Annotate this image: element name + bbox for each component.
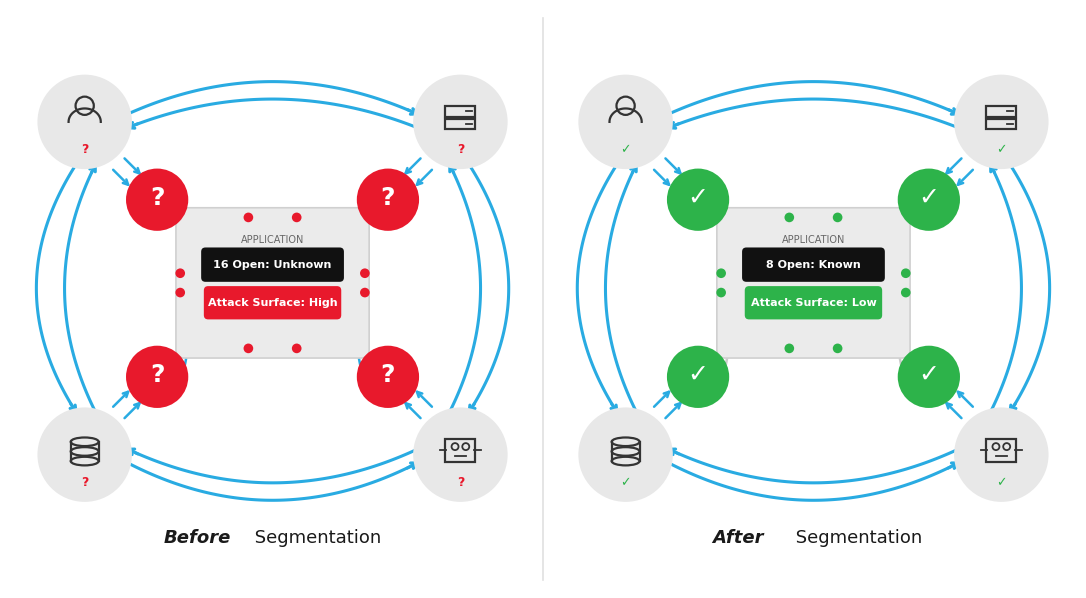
Text: ✓: ✓ — [996, 144, 1007, 156]
Circle shape — [413, 75, 507, 169]
Circle shape — [955, 75, 1049, 169]
Text: ?: ? — [457, 144, 464, 156]
FancyBboxPatch shape — [176, 208, 369, 358]
Circle shape — [901, 288, 910, 297]
Text: ✓: ✓ — [919, 185, 939, 209]
Bar — [445, 118, 476, 129]
Bar — [445, 106, 476, 117]
Circle shape — [357, 346, 419, 408]
Circle shape — [126, 346, 188, 408]
Text: Attack Surface: High: Attack Surface: High — [207, 298, 338, 308]
Text: Attack Surface: Low: Attack Surface: Low — [750, 298, 876, 308]
Circle shape — [413, 407, 507, 502]
Text: ✓: ✓ — [919, 362, 939, 387]
Circle shape — [833, 343, 843, 353]
Circle shape — [901, 269, 910, 278]
FancyBboxPatch shape — [745, 286, 882, 319]
Circle shape — [126, 169, 188, 231]
Circle shape — [292, 212, 302, 222]
Text: ?: ? — [81, 476, 88, 489]
Text: Before: Before — [164, 529, 231, 547]
Text: APPLICATION: APPLICATION — [782, 235, 845, 245]
Circle shape — [784, 212, 794, 222]
Circle shape — [784, 343, 794, 353]
Text: ?: ? — [381, 185, 395, 209]
Text: ✓: ✓ — [687, 362, 708, 387]
Circle shape — [579, 75, 673, 169]
Circle shape — [176, 269, 185, 278]
FancyBboxPatch shape — [717, 208, 910, 358]
Text: Segmentation: Segmentation — [791, 529, 922, 547]
Bar — [986, 106, 1016, 117]
Circle shape — [361, 288, 369, 297]
Text: ✓: ✓ — [620, 144, 631, 156]
Circle shape — [667, 346, 729, 408]
Circle shape — [176, 288, 185, 297]
FancyBboxPatch shape — [201, 248, 344, 282]
Text: ✓: ✓ — [620, 476, 631, 489]
Text: ?: ? — [457, 476, 464, 489]
Circle shape — [292, 343, 302, 353]
Circle shape — [717, 288, 725, 297]
Text: ?: ? — [150, 185, 164, 209]
Circle shape — [357, 169, 419, 231]
Circle shape — [37, 75, 131, 169]
Text: ?: ? — [381, 362, 395, 387]
Circle shape — [833, 212, 843, 222]
Text: Segmentation: Segmentation — [250, 529, 381, 547]
Circle shape — [243, 343, 253, 353]
Circle shape — [37, 407, 131, 502]
Circle shape — [579, 407, 673, 502]
Circle shape — [717, 269, 725, 278]
Circle shape — [361, 269, 369, 278]
Text: 16 Open: Unknown: 16 Open: Unknown — [213, 260, 331, 270]
Text: ✓: ✓ — [687, 185, 708, 209]
Text: ✓: ✓ — [996, 476, 1007, 489]
FancyBboxPatch shape — [204, 286, 341, 319]
Circle shape — [898, 169, 960, 231]
Bar — [986, 118, 1016, 129]
FancyBboxPatch shape — [742, 248, 885, 282]
Text: ?: ? — [81, 144, 88, 156]
Text: 8 Open: Known: 8 Open: Known — [766, 260, 861, 270]
Circle shape — [667, 169, 729, 231]
Text: APPLICATION: APPLICATION — [241, 235, 304, 245]
Text: After: After — [712, 529, 765, 547]
Text: ?: ? — [150, 362, 164, 387]
Circle shape — [898, 346, 960, 408]
Circle shape — [955, 407, 1049, 502]
Circle shape — [243, 212, 253, 222]
